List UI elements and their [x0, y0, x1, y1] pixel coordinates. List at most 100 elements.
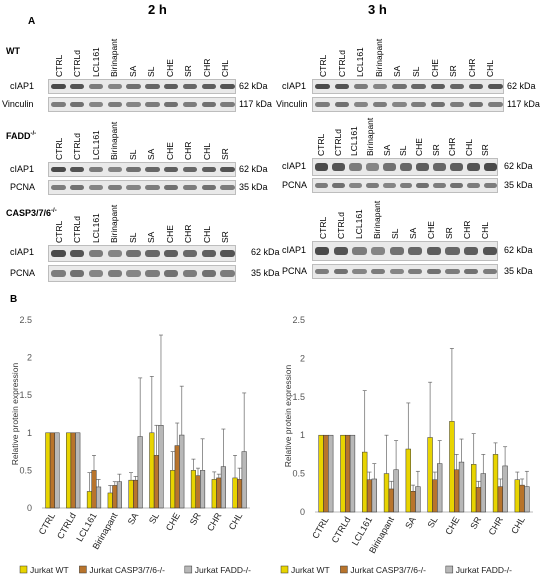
x-tick-label: SA — [403, 515, 418, 530]
casp-2h-lane-8: CHL — [201, 225, 212, 243]
casp-3h-lane-1: CTRLd — [335, 212, 346, 239]
blot-casp-2h-pcna-band — [51, 270, 66, 277]
fadd-3h-lane-5: SL — [398, 145, 409, 156]
fadd-3h-lane-2: LCL161 — [349, 126, 359, 156]
fadd-2h-lane-0: CTRL — [53, 137, 64, 160]
x-tick-label: CHL — [509, 515, 527, 536]
x-tick-label: CHE — [443, 515, 461, 536]
x-tick-label: CTRLd — [330, 515, 353, 545]
panel-a-letter: A — [28, 16, 36, 27]
blot-fadd-2h-pcna-band — [182, 184, 198, 191]
x-tick-label: CHE — [164, 511, 182, 532]
blot-casp-3h-pcna-band — [371, 268, 386, 275]
blot-casp-2h-pcna-band — [126, 270, 141, 277]
blot-fadd-2h-ciap1-band — [126, 166, 141, 173]
blot-wt-3h-ciap1-band — [468, 83, 484, 90]
blot-casp-2h-ciap1-band — [164, 250, 179, 257]
fadd-3h-lane-6: CHE — [414, 138, 425, 156]
legend-swatch — [445, 565, 454, 574]
blot-wt-3h-vinculin-band — [372, 101, 388, 108]
bar — [200, 470, 206, 509]
casp-2h-lane-2: LCL161 — [90, 213, 101, 243]
blot-wt-2h-ciap1-band — [51, 83, 66, 90]
bar — [318, 434, 324, 513]
blot-casp-2h-ciap1-band — [201, 250, 216, 257]
blot-wt-2h-vinculin-band — [88, 101, 104, 108]
bar — [211, 479, 217, 509]
blot-casp-3h-pcna-band — [482, 268, 497, 275]
size-62-wt-3h: 62 kDa — [507, 81, 536, 91]
blot-wt-2h-ciap1 — [48, 79, 236, 94]
legend-swatch — [184, 565, 193, 574]
blot-fadd-2h-ciap1-band — [201, 166, 216, 173]
blot-fadd-3h-pcna-band — [399, 182, 413, 189]
blot-wt-3h-ciap1-band — [372, 83, 388, 90]
x-tick-label: CTRL — [310, 515, 330, 540]
blot-fadd-2h-ciap1-band — [220, 166, 235, 173]
legend-entry: Jurkat CASP3/7/6-/- — [89, 565, 165, 575]
blot-wt-3h-vinculin-band — [353, 101, 369, 108]
blot-wt-2h-vinculin-band — [145, 101, 160, 108]
wt-3h-lane-7: SR — [448, 65, 459, 77]
blot-casp-2h-pcna-band — [220, 270, 235, 277]
fadd-2h-lane-3: Birinapant — [109, 121, 120, 160]
casp-3h-lane-0: CTRL — [317, 216, 328, 239]
blot-casp-2h-pcna-band — [201, 270, 216, 277]
casp-2h-lane-4: SL — [127, 232, 138, 243]
blot-casp-3h-pcna-band — [445, 268, 460, 275]
blot-casp-2h-ciap1-band — [88, 250, 104, 257]
casp-3h-lane-5: SA — [407, 227, 418, 239]
bar — [133, 479, 139, 509]
bar — [454, 469, 460, 513]
casp-2h-lane-7: CHR — [183, 224, 194, 243]
bar — [137, 436, 143, 509]
wt-3h-lane-6: CHE — [429, 59, 440, 77]
size-62-casp-3h: 62 kDa — [504, 245, 533, 255]
blot-wt-2h-vinculin-band — [51, 101, 66, 108]
x-tick-label: CHR — [205, 511, 224, 533]
blot-wt-2h-ciap1-band — [126, 83, 141, 90]
wt-3h-lane-4: SA — [392, 65, 403, 77]
blot-fadd-3h-ciap1-band — [331, 163, 345, 171]
blot-casp-3h-pcna — [312, 264, 498, 279]
bar — [393, 469, 399, 513]
legend-entry: Jurkat FADD-/- — [456, 565, 512, 575]
blot-wt-2h-ciap1-band — [201, 83, 216, 90]
bar — [70, 432, 76, 509]
casp-2h-lane-0: CTRL — [53, 220, 64, 243]
bar — [345, 434, 351, 513]
blot-casp-3h-ciap1-band — [408, 247, 423, 255]
casp-3h-lane-9: CHL — [479, 221, 490, 239]
blot-fadd-3h-pcna-band — [382, 182, 396, 189]
wt-2h-lane-4: SA — [127, 65, 138, 77]
casp-3h-lane-6: CHE — [425, 221, 436, 239]
y-tick-label: 1 — [300, 430, 305, 440]
fadd-2h-lane-5: SA — [146, 148, 157, 160]
fadd-3h-lane-0: CTRL — [316, 133, 327, 156]
blot-casp-3h-pcna-band — [333, 268, 348, 275]
blot-fadd-2h-pcna-band — [107, 184, 122, 191]
blot-casp-2h-pcna-band — [182, 270, 198, 277]
genotype-casp: CASP3/7/6-/- — [6, 208, 57, 218]
blot-wt-2h-ciap1-band — [164, 83, 179, 90]
blot-casp-3h-pcna-band — [315, 268, 330, 275]
row-ciap1-fadd-2h: cIAP1 — [10, 164, 35, 174]
bar — [232, 477, 238, 509]
x-tick-label: CTRL — [37, 511, 57, 536]
bar — [524, 486, 530, 513]
blot-wt-2h-vinculin-band — [70, 101, 85, 108]
blot-casp-3h-ciap1-band — [389, 247, 404, 255]
size-62-casp-2h: 62 kDa — [251, 247, 280, 257]
panel-b-letter: B — [10, 294, 17, 305]
row-vinculin-wt-2h: Vinculin — [2, 99, 34, 109]
blot-fadd-3h-ciap1-band — [348, 163, 362, 171]
wt-2h-lane-3: Birinapant — [109, 38, 120, 77]
wt-2h-lane-0: CTRL — [53, 54, 64, 77]
row-ciap1-casp-2h: cIAP1 — [10, 247, 35, 257]
blot-wt-3h-ciap1-band — [430, 83, 446, 90]
genotype-fadd: FADD-/- — [6, 131, 37, 141]
bar — [410, 491, 416, 513]
genotype-wt: WT — [6, 46, 20, 56]
blot-fadd-3h-pcna — [312, 178, 498, 193]
blot-fadd-2h-ciap1-band — [88, 166, 104, 173]
